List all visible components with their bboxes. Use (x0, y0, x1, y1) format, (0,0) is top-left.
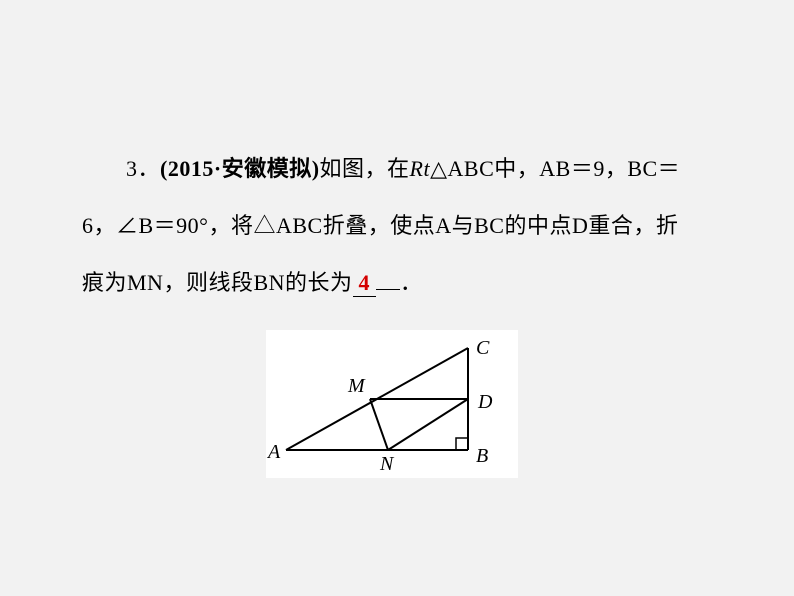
line-1: 3．(2015·安徽模拟)如图，在Rt△ABC中，AB＝9，BC＝ (82, 140, 702, 197)
svg-text:C: C (476, 337, 490, 359)
source-name: 安徽模拟 (222, 156, 312, 181)
problem-number: 3 (126, 156, 138, 181)
svg-text:B: B (476, 445, 488, 467)
blank-after (376, 268, 400, 290)
source-open: ( (160, 156, 168, 181)
geometry-figure: A B C D M N (266, 330, 518, 478)
problem-text: 3．(2015·安徽模拟)如图，在Rt△ABC中，AB＝9，BC＝ 6，∠B＝9… (82, 140, 702, 478)
answer: 4 (353, 272, 377, 297)
svg-text:A: A (266, 441, 281, 463)
period: ． (400, 270, 423, 295)
t1: 如图，在 (320, 156, 410, 181)
line2a: 6，∠B＝90°，将△ABC折叠，使点A与BC的中点D重合，折 (82, 213, 678, 238)
svg-text:D: D (477, 391, 493, 413)
source-year: 2015 (168, 156, 214, 181)
source-close: ) (312, 156, 320, 181)
svg-text:N: N (379, 453, 395, 475)
line-2: 6，∠B＝90°，将△ABC折叠，使点A与BC的中点D重合，折 (82, 197, 702, 254)
line3a: 痕为MN，则线段BN的长为 (82, 270, 353, 295)
dot: ． (138, 156, 161, 181)
source-sep: · (214, 156, 222, 181)
line-3: 痕为MN，则线段BN的长为4 ． (82, 254, 702, 311)
rt: Rt (410, 156, 431, 181)
tri1: △ABC中，AB＝9，BC＝ (430, 156, 680, 181)
svg-text:M: M (347, 375, 366, 397)
